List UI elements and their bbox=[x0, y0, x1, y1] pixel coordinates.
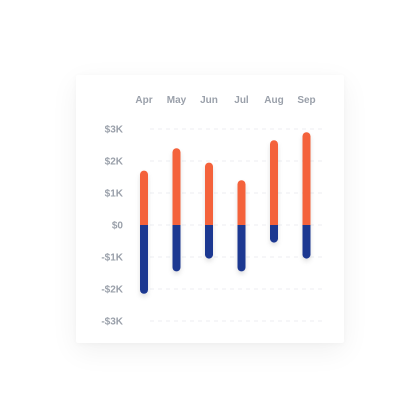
bars bbox=[140, 132, 311, 294]
x-tick-label: Jul bbox=[234, 95, 249, 106]
bar-group-apr bbox=[140, 170, 148, 294]
bar-negative bbox=[270, 225, 278, 243]
bar-group-aug bbox=[270, 140, 278, 243]
bar-negative bbox=[205, 225, 213, 259]
bar-positive bbox=[205, 162, 213, 225]
bar-positive bbox=[302, 132, 311, 225]
y-tick-label: $0 bbox=[112, 221, 124, 232]
x-tick-label: Aug bbox=[264, 95, 283, 106]
bar-group-may bbox=[172, 148, 181, 272]
y-tick-label: $3K bbox=[105, 125, 124, 136]
bar-negative bbox=[302, 225, 311, 259]
bar-group-jul bbox=[237, 180, 246, 272]
x-tick-label: Jun bbox=[200, 95, 218, 106]
y-tick-label: $2K bbox=[105, 157, 124, 168]
bar-positive bbox=[140, 170, 148, 225]
y-tick-label: -$3K bbox=[101, 317, 123, 328]
bar-positive bbox=[237, 180, 246, 225]
y-tick-label: -$1K bbox=[101, 253, 123, 264]
bar-negative bbox=[237, 225, 246, 272]
bar-positive bbox=[172, 148, 181, 225]
x-tick-label: Apr bbox=[135, 95, 152, 106]
bar-group-jun bbox=[205, 162, 213, 259]
bar-negative bbox=[140, 225, 148, 294]
x-axis-labels: Apr May Jun Jul Aug Sep bbox=[135, 95, 315, 106]
bar-positive bbox=[270, 140, 278, 225]
x-tick-label: May bbox=[167, 95, 187, 106]
bar-group-sep bbox=[302, 132, 311, 259]
y-axis-labels: $3K $2K $1K $0 -$1K -$2K -$3K bbox=[101, 125, 123, 328]
x-tick-label: Sep bbox=[297, 95, 315, 106]
y-tick-label: -$2K bbox=[101, 285, 123, 296]
bar-negative bbox=[172, 225, 181, 272]
y-tick-label: $1K bbox=[105, 189, 124, 200]
